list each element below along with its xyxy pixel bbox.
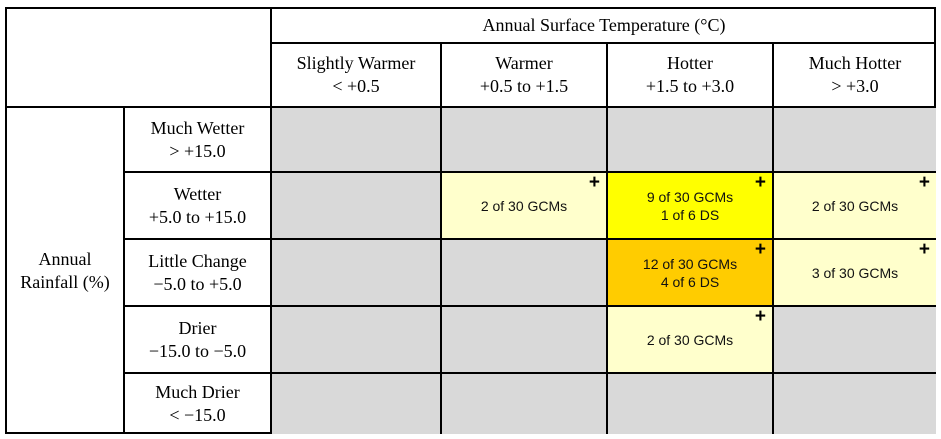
temperature-title: Annual Surface Temperature (°C)	[482, 15, 726, 35]
matrix-cell	[270, 238, 440, 305]
column-header-hotter: Hotter +1.5 to +3.0	[606, 42, 772, 106]
matrix-cell: + 12 of 30 GCMs 4 of 6 DS	[606, 238, 772, 305]
matrix-cell	[440, 106, 606, 171]
matrix-cell	[606, 106, 772, 171]
matrix-cell	[440, 238, 606, 305]
matrix-cell: + 2 of 30 GCMs	[606, 305, 772, 372]
cell-count-line: 12 of 30 GCMs	[642, 255, 738, 272]
matrix-cell	[270, 372, 440, 434]
column-name: Hotter	[667, 53, 713, 73]
plus-marker: +	[754, 239, 766, 260]
row-name: Much Drier	[155, 382, 240, 402]
plus-marker: +	[754, 172, 766, 193]
column-range: < +0.5	[332, 76, 380, 96]
matrix-cell: + 9 of 30 GCMs 1 of 6 DS	[606, 171, 772, 238]
corner-blank-cell	[5, 7, 270, 106]
matrix-cell	[606, 372, 772, 434]
rainfall-title-line2: Rainfall (%)	[20, 272, 110, 292]
matrix-cell	[772, 305, 936, 372]
cell-count-line: 2 of 30 GCMs	[480, 197, 568, 214]
matrix-cell	[772, 106, 936, 171]
climate-scenario-matrix: Annual Surface Temperature (°C) Slightly…	[5, 7, 936, 434]
temperature-header: Annual Surface Temperature (°C)	[270, 7, 936, 42]
cell-count-line: 2 of 30 GCMs	[811, 197, 899, 214]
plus-marker: +	[588, 172, 600, 193]
row-range: +5.0 to +15.0	[148, 206, 247, 227]
matrix-cell	[440, 305, 606, 372]
column-range: +0.5 to +1.5	[479, 76, 569, 96]
matrix-cell: + 3 of 30 GCMs	[772, 238, 936, 305]
row-header-little-change: Little Change −5.0 to +5.0	[123, 238, 270, 305]
row-range: > +15.0	[169, 140, 226, 161]
matrix-cell	[270, 106, 440, 171]
row-range: < −15.0	[169, 405, 226, 425]
cell-count-line: 1 of 6 DS	[660, 206, 720, 223]
column-header-much-hotter: Much Hotter > +3.0	[772, 42, 936, 106]
cell-count-line: 3 of 30 GCMs	[811, 264, 899, 281]
cell-count-line: 2 of 30 GCMs	[646, 331, 734, 348]
row-name: Little Change	[148, 250, 247, 271]
column-name: Slightly Warmer	[296, 53, 416, 73]
row-header-much-drier: Much Drier < −15.0	[123, 372, 270, 434]
row-name: Wetter	[173, 183, 222, 204]
cell-count-line: 4 of 6 DS	[660, 273, 720, 290]
rainfall-header: Annual Rainfall (%)	[5, 106, 123, 434]
plus-marker: +	[918, 172, 930, 193]
rainfall-title-line1: Annual	[38, 249, 92, 269]
plus-marker: +	[918, 239, 930, 260]
matrix-cell	[270, 305, 440, 372]
column-header-warmer: Warmer +0.5 to +1.5	[440, 42, 606, 106]
column-name: Much Hotter	[808, 53, 902, 73]
row-range: −5.0 to +5.0	[153, 273, 242, 294]
matrix-cell: + 2 of 30 GCMs	[440, 171, 606, 238]
matrix-cell	[270, 171, 440, 238]
matrix-cell	[440, 372, 606, 434]
row-name: Drier	[178, 317, 217, 338]
column-range: +1.5 to +3.0	[645, 76, 735, 96]
plus-marker: +	[754, 306, 766, 327]
column-range: > +3.0	[831, 76, 879, 96]
cell-count-line: 9 of 30 GCMs	[646, 188, 734, 205]
row-range: −15.0 to −5.0	[148, 340, 247, 361]
matrix-cell: + 2 of 30 GCMs	[772, 171, 936, 238]
row-header-much-wetter: Much Wetter > +15.0	[123, 106, 270, 171]
column-header-slightly-warmer: Slightly Warmer < +0.5	[270, 42, 440, 106]
row-header-drier: Drier −15.0 to −5.0	[123, 305, 270, 372]
row-header-wetter: Wetter +5.0 to +15.0	[123, 171, 270, 238]
row-name: Much Wetter	[150, 117, 245, 138]
matrix-cell	[772, 372, 936, 434]
column-name: Warmer	[495, 53, 553, 73]
